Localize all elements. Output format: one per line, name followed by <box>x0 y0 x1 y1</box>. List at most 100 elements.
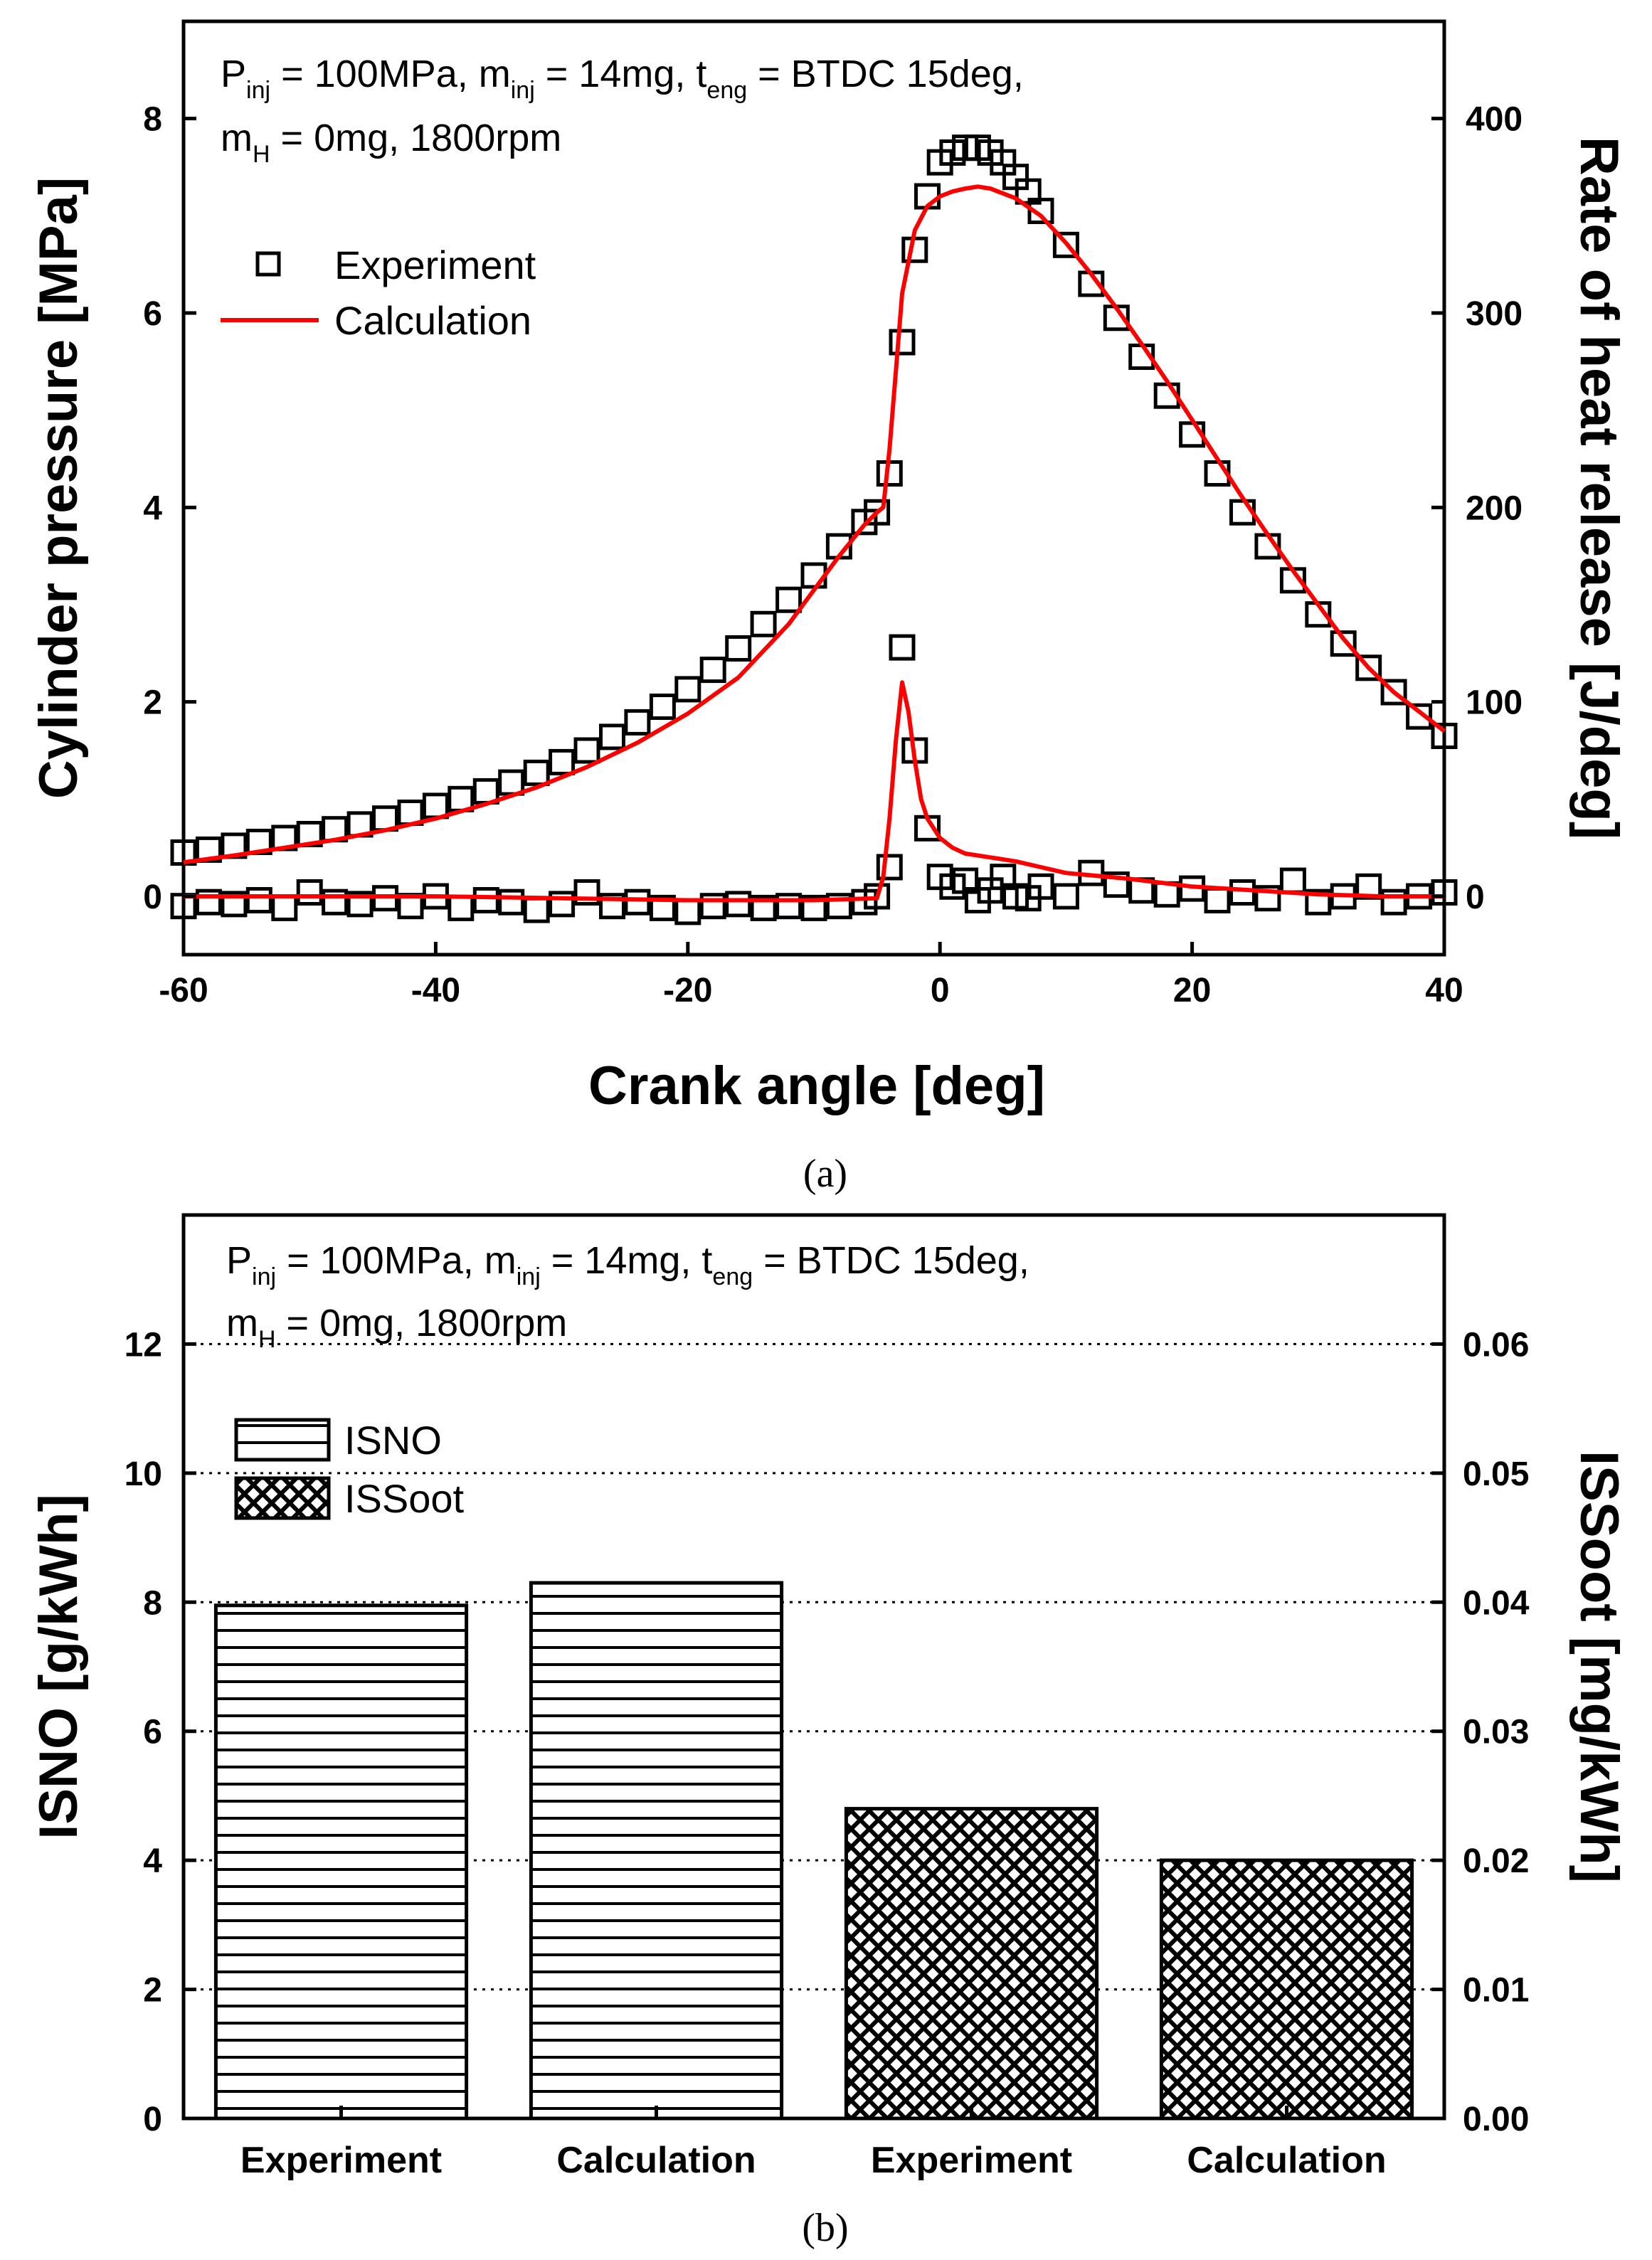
y-tick-label-left: 0 <box>143 879 162 916</box>
data-point <box>1254 885 1281 912</box>
plot-frame <box>181 1213 1446 2121</box>
data-point <box>599 723 625 750</box>
y-tick-label-right: 400 <box>1466 101 1523 139</box>
data-point <box>750 894 777 921</box>
data-point <box>549 891 576 918</box>
data-point <box>1380 888 1407 916</box>
annotation-text: P <box>221 53 246 95</box>
data-point <box>573 737 600 764</box>
data-point <box>649 694 676 720</box>
annotation-subscript: inj <box>517 1263 541 1290</box>
y-tick-label-left: 2 <box>143 1972 162 2010</box>
legend-swatch-isno <box>234 1418 331 1462</box>
data-point <box>573 879 600 906</box>
data-point <box>1027 198 1054 224</box>
data-point <box>1330 630 1357 657</box>
series-line-1 <box>183 184 1446 865</box>
y-tick-label-right: 0.02 <box>1463 1842 1529 1880</box>
data-point <box>1103 871 1130 898</box>
plot-frame <box>181 19 1446 957</box>
annotation-line-1: Pinj​ = 100MPa, minj​ = 14mg, teng​ = BT… <box>221 53 1024 104</box>
data-point <box>1305 888 1332 916</box>
y-tick-label-right: 0.00 <box>1463 2101 1529 2138</box>
data-point <box>1279 867 1306 894</box>
panel-caption: (b) <box>802 2206 848 2250</box>
y-axis-label-left: Cylinder pressure [MPa] <box>28 177 89 799</box>
data-point <box>876 854 903 881</box>
data-point <box>1431 723 1458 749</box>
bars <box>213 1581 1414 2121</box>
data-point <box>498 888 525 916</box>
annotation-text: = 14mg, t <box>541 1239 713 1282</box>
data-point <box>775 586 803 613</box>
x-tick-label: 40 <box>1425 972 1463 1009</box>
x-axis-label: Crank angle [deg] <box>588 1056 1045 1116</box>
series-points-2 <box>170 634 1458 925</box>
annotation-line-1: Pinj​ = 100MPa, minj​ = 14mg, teng​ = BT… <box>226 1239 1029 1290</box>
data-point <box>864 499 891 526</box>
data-point <box>889 329 916 356</box>
data-point <box>195 888 222 916</box>
data-point <box>725 891 752 918</box>
panel-caption: (a) <box>803 1152 847 1196</box>
data-point <box>624 888 651 916</box>
category-label: Calculation <box>1187 2140 1386 2181</box>
data-point <box>498 769 525 796</box>
y-tick-label-right: 0.03 <box>1463 1714 1529 1751</box>
data-point <box>245 887 272 913</box>
data-point <box>800 562 827 589</box>
data-point <box>599 893 625 920</box>
annotation-subscript: H <box>253 141 270 168</box>
annotation-subscript: eng <box>712 1263 753 1290</box>
emissions-bar-chart: Experiment Calculation Experiment Calculati… <box>28 1213 1629 2250</box>
annotation-subscript: inj <box>246 77 270 104</box>
annotation-text: = 100MPa, m <box>270 53 511 95</box>
y-tick-label-left: 2 <box>143 684 162 722</box>
annotation-text: = 100MPa, m <box>276 1239 517 1282</box>
data-point <box>800 894 827 921</box>
data-point <box>221 891 248 918</box>
annotation-subscript: H <box>258 1326 276 1353</box>
y-tick-label-left: 6 <box>143 295 162 333</box>
annotation-text: = 14mg, t <box>535 53 707 95</box>
data-point <box>170 839 197 866</box>
y-tick-label-left: 8 <box>143 101 162 139</box>
y-tick-label-right: 0 <box>1466 879 1485 916</box>
data-point <box>775 893 803 920</box>
bar-isno-experiment <box>213 1603 469 2121</box>
data-point <box>1027 873 1054 900</box>
annotation-line-2: mH​ = 0mg, 1800rpm <box>221 117 561 168</box>
legend: ISNO ISSoot <box>234 1418 465 1521</box>
data-point <box>674 676 701 703</box>
legend-label-calculation: Calculation <box>334 298 531 343</box>
x-tick-label: -60 <box>159 972 208 1009</box>
category-label: Experiment <box>871 2140 1072 2181</box>
x-tick-label: 20 <box>1173 972 1211 1009</box>
data-point <box>1431 879 1458 906</box>
y-tick-label-right: 100 <box>1466 684 1523 722</box>
legend-label-isno: ISNO <box>344 1418 442 1463</box>
y-tick-label-right: 0.05 <box>1463 1455 1529 1493</box>
data-point <box>1052 231 1079 258</box>
data-point <box>271 894 298 921</box>
data-point <box>649 894 676 921</box>
data-point <box>864 883 891 910</box>
data-point <box>1406 703 1433 730</box>
annotation-text: = BTDC 15deg, <box>753 1239 1029 1282</box>
y-tick-label-left: 10 <box>125 1455 162 1493</box>
data-point <box>825 893 852 920</box>
data-point <box>1355 654 1382 681</box>
bar-issoot-calculation <box>1159 1858 1414 2121</box>
legend-marker-experiment <box>255 251 281 277</box>
data-point <box>523 896 550 923</box>
y-tick-label-right: 0.04 <box>1463 1584 1530 1622</box>
bar-isno-calculation <box>529 1581 784 2121</box>
data-point <box>1380 679 1407 706</box>
axis-ticks: Experiment Calculation Experiment Calculati… <box>125 1326 1530 2181</box>
annotation-subscript: eng <box>706 77 747 104</box>
data-point <box>624 709 651 736</box>
y-tick-label-right: 200 <box>1466 489 1523 527</box>
